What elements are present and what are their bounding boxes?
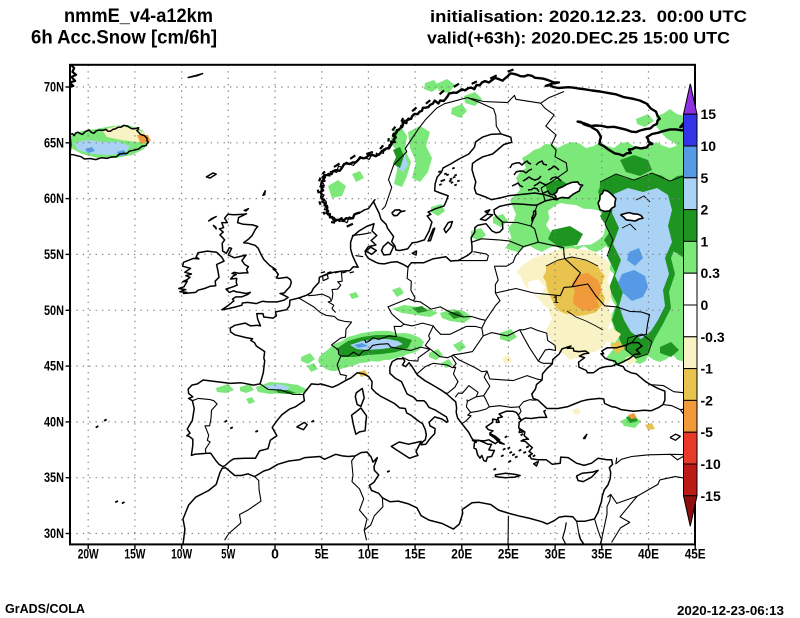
svg-text:40E: 40E	[638, 546, 659, 562]
svg-text:2020-12-23-06:13: 2020-12-23-06:13	[677, 604, 784, 618]
svg-text:10: 10	[701, 138, 717, 154]
svg-text:GrADS/COLA: GrADS/COLA	[5, 602, 85, 616]
svg-text:-5: -5	[701, 424, 714, 440]
svg-text:50N: 50N	[44, 302, 64, 318]
svg-text:45N: 45N	[44, 358, 64, 374]
svg-text:20W: 20W	[78, 546, 100, 562]
svg-text:0: 0	[271, 546, 279, 562]
svg-text:nmmE_v4-a12km: nmmE_v4-a12km	[64, 5, 213, 27]
svg-text:1: 1	[701, 233, 709, 249]
svg-text:initialisation: 2020.12.23. 0: initialisation: 2020.12.23. 00:00 UTC	[430, 7, 747, 26]
svg-text:2: 2	[701, 202, 709, 218]
svg-text:45E: 45E	[685, 546, 706, 562]
svg-text:0.3: 0.3	[701, 265, 721, 281]
svg-text:10E: 10E	[358, 546, 379, 562]
svg-text:1: 1	[553, 295, 559, 306]
svg-text:6h Acc.Snow [cm/6h]: 6h Acc.Snow [cm/6h]	[31, 27, 217, 49]
svg-text:-2: -2	[701, 392, 714, 408]
svg-text:5W: 5W	[221, 546, 236, 562]
svg-text:15W: 15W	[124, 546, 146, 562]
svg-text:25E: 25E	[498, 546, 519, 562]
svg-text:30E: 30E	[545, 546, 566, 562]
svg-text:-0.3: -0.3	[701, 329, 725, 345]
svg-text:30N: 30N	[44, 525, 64, 541]
svg-text:15E: 15E	[405, 546, 426, 562]
svg-text:55N: 55N	[44, 246, 64, 262]
svg-text:-10: -10	[701, 456, 721, 472]
svg-text:70N: 70N	[44, 79, 64, 95]
svg-text:65N: 65N	[44, 134, 64, 150]
svg-text:valid(+63h): 2020.DEC.25 15:00: valid(+63h): 2020.DEC.25 15:00 UTC	[427, 29, 730, 48]
svg-text:5: 5	[701, 170, 709, 186]
svg-text:5E: 5E	[315, 546, 329, 562]
svg-text:10W: 10W	[171, 546, 193, 562]
svg-text:-15: -15	[701, 488, 721, 504]
svg-text:60N: 60N	[44, 190, 64, 206]
svg-text:35E: 35E	[591, 546, 612, 562]
svg-text:20E: 20E	[451, 546, 472, 562]
svg-text:0: 0	[701, 297, 709, 313]
svg-text:35N: 35N	[44, 469, 64, 485]
svg-text:40N: 40N	[44, 413, 64, 429]
svg-text:15: 15	[701, 106, 717, 122]
svg-text:-1: -1	[701, 361, 714, 377]
